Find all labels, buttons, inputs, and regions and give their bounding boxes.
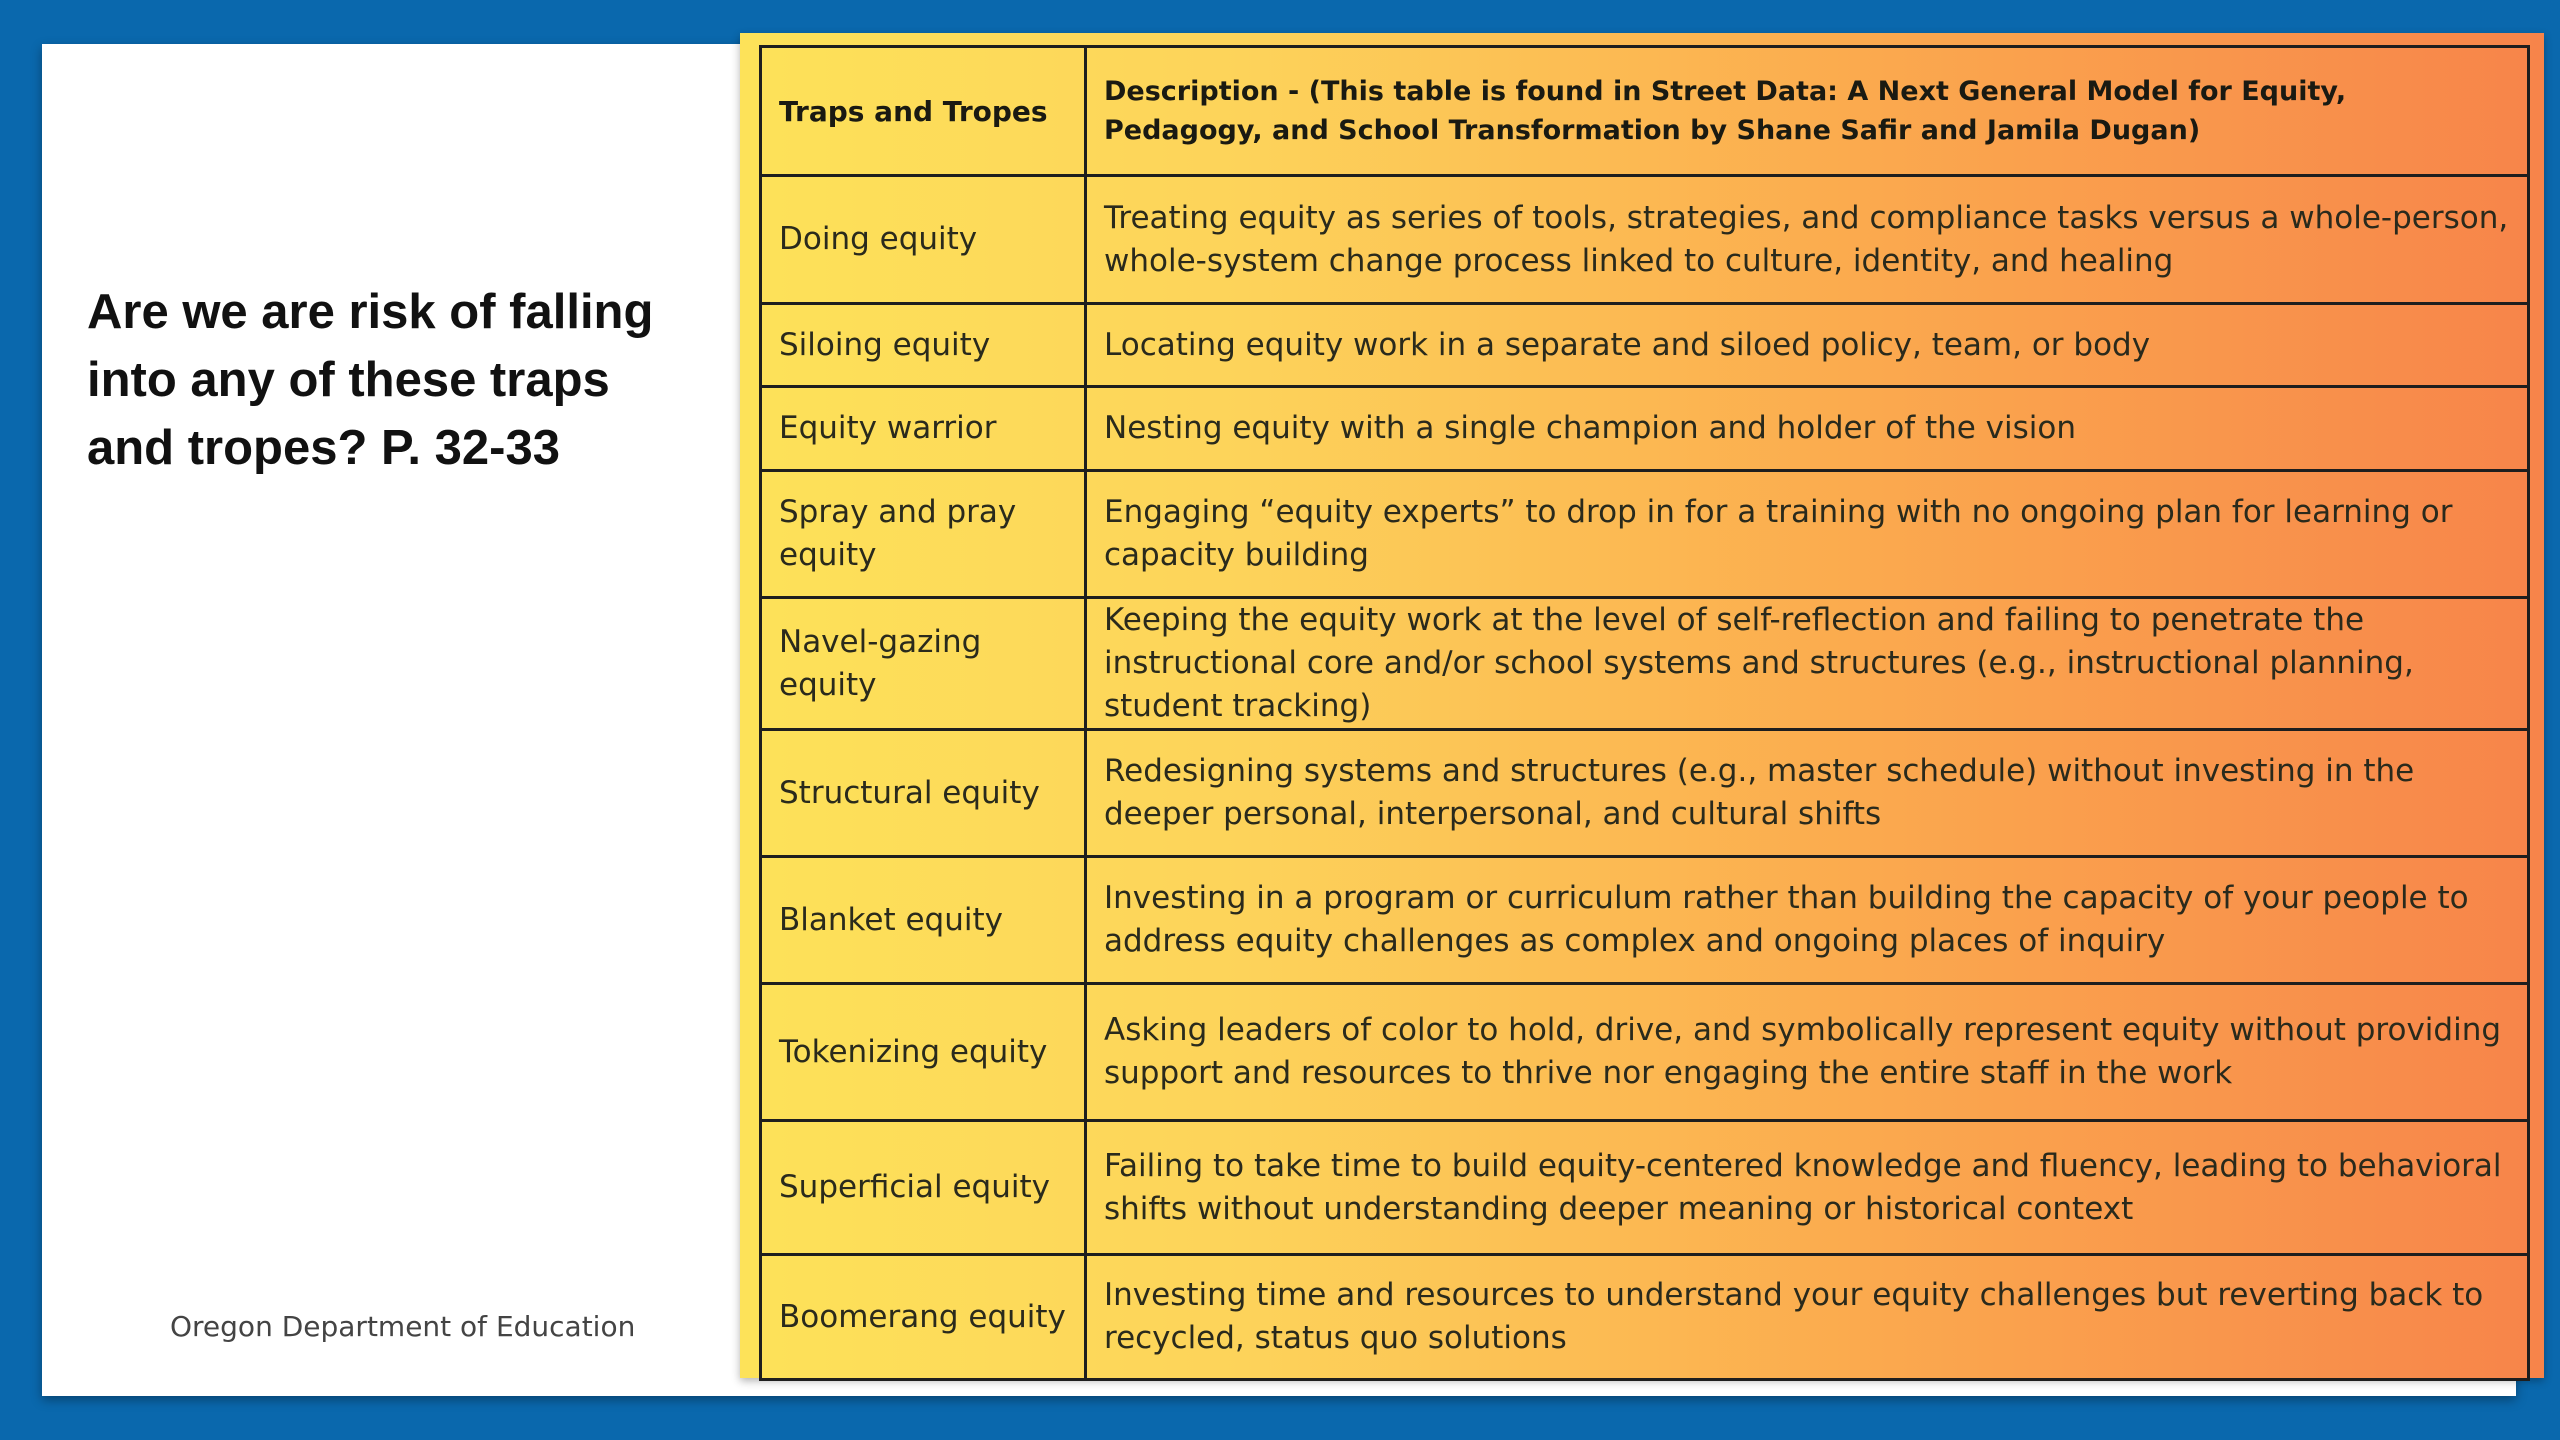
trap-name: Siloing equity (759, 302, 1087, 388)
table-row: Navel-gazing equity Keeping the equity w… (759, 596, 2530, 731)
header-description: Description - (This table is found in St… (1084, 45, 2530, 177)
traps-table-panel: Traps and Tropes Description - (This tab… (740, 33, 2544, 1381)
table-row: Superficial equity Failing to take time … (759, 1119, 2530, 1256)
trap-name: Doing equity (759, 174, 1087, 305)
table-row: Doing equity Treating equity as series o… (759, 174, 2530, 305)
trap-name: Structural equity (759, 728, 1087, 858)
table-row: Equity warrior Nesting equity with a sin… (759, 385, 2530, 472)
trap-description: Investing time and resources to understa… (1084, 1253, 2530, 1381)
table-row: Blanket equity Investing in a program or… (759, 855, 2530, 985)
trap-description: Nesting equity with a single champion an… (1084, 385, 2530, 472)
table-row: Boomerang equity Investing time and reso… (759, 1253, 2530, 1381)
trap-description: Redesigning systems and structures (e.g.… (1084, 728, 2530, 858)
trap-description: Locating equity work in a separate and s… (1084, 302, 2530, 388)
trap-name: Blanket equity (759, 855, 1087, 985)
footer-organization: Oregon Department of Education (170, 1310, 636, 1343)
trap-description: Failing to take time to build equity-cen… (1084, 1119, 2530, 1256)
trap-name: Equity warrior (759, 385, 1087, 472)
trap-name: Spray and pray equity (759, 469, 1087, 599)
trap-name: Boomerang equity (759, 1253, 1087, 1381)
table-header-row: Traps and Tropes Description - (This tab… (759, 45, 2530, 177)
trap-description: Keeping the equity work at the level of … (1084, 596, 2530, 731)
trap-description: Investing in a program or curriculum rat… (1084, 855, 2530, 985)
traps-and-tropes-table: Traps and Tropes Description - (This tab… (759, 45, 2530, 1381)
trap-description: Engaging “equity experts” to drop in for… (1084, 469, 2530, 599)
table-row: Tokenizing equity Asking leaders of colo… (759, 982, 2530, 1122)
table-row: Structural equity Redesigning systems an… (759, 728, 2530, 858)
table-row: Spray and pray equity Engaging “equity e… (759, 469, 2530, 599)
trap-name: Navel-gazing equity (759, 596, 1087, 731)
trap-description: Treating equity as series of tools, stra… (1084, 174, 2530, 305)
trap-description: Asking leaders of color to hold, drive, … (1084, 982, 2530, 1122)
header-traps: Traps and Tropes (759, 45, 1087, 177)
trap-name: Superficial equity (759, 1119, 1087, 1256)
slide-question: Are we are risk of falling into any of t… (87, 285, 654, 475)
trap-name: Tokenizing equity (759, 982, 1087, 1122)
table-row: Siloing equity Locating equity work in a… (759, 302, 2530, 388)
